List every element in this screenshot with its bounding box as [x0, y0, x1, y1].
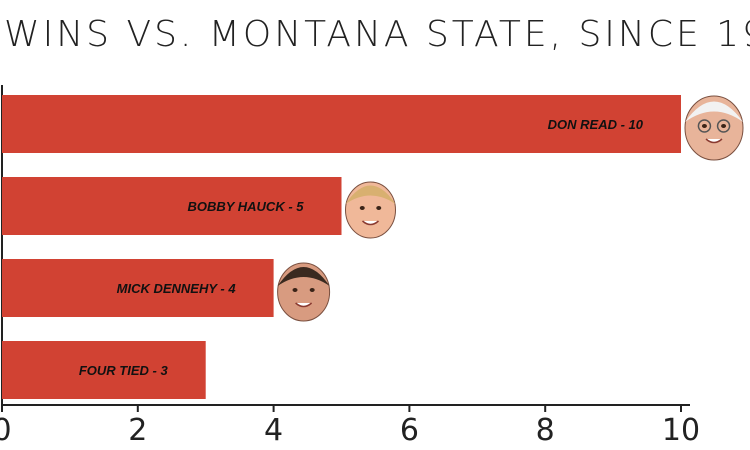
bar	[2, 259, 274, 317]
bar-label: DON READ - 10	[548, 117, 644, 132]
x-tick-label: 10	[662, 413, 700, 448]
bar	[2, 341, 206, 399]
x-tick-label: 2	[128, 413, 147, 448]
don-read-portrait	[684, 95, 744, 161]
bar-label: FOUR TIED - 3	[79, 363, 169, 378]
bar-label: BOBBY HAUCK - 5	[187, 199, 304, 214]
mick-dennehy-portrait	[277, 262, 331, 322]
bar	[2, 95, 681, 153]
x-tick-label: 0	[0, 413, 12, 448]
x-tick-label: 8	[536, 413, 555, 448]
bars-group: DON READ - 10 BOBBY HAUCK - 5 MICK DENNEHY…	[2, 95, 744, 399]
x-tick-label: 6	[400, 413, 419, 448]
x-ticks-group: 0 2 4 6 8 10	[0, 405, 700, 448]
x-tick-label: 4	[264, 413, 283, 448]
bar	[2, 177, 342, 235]
chart-title: WINS VS. MONTANA STATE, SINCE 1946	[4, 14, 750, 55]
bobby-hauck-portrait	[345, 181, 396, 239]
bar-label: MICK DENNEHY - 4	[117, 281, 237, 296]
